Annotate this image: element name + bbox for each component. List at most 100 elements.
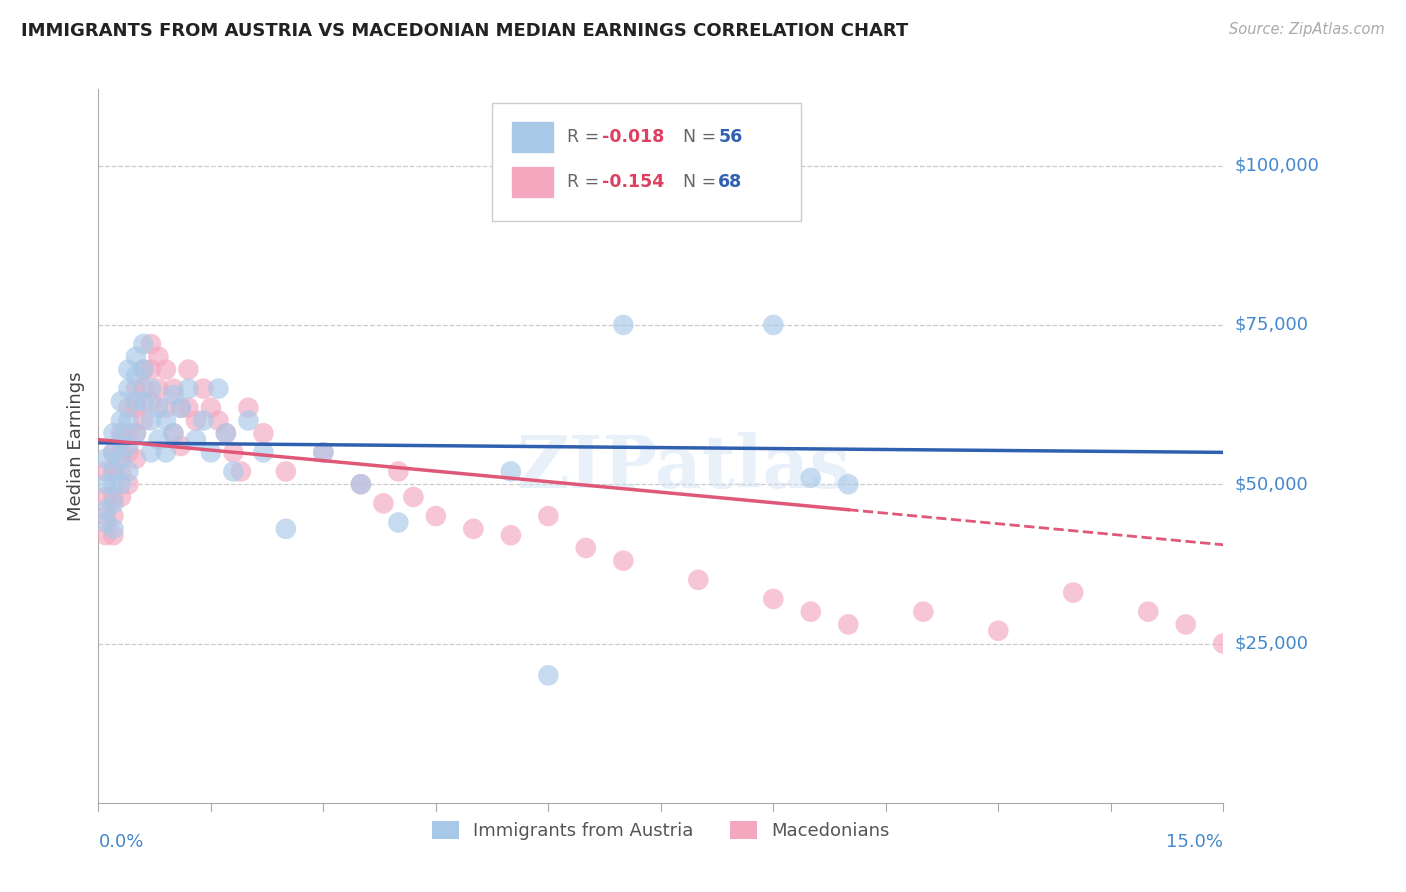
Point	[612, 318, 634, 332]
Point	[274, 465, 297, 479]
Point	[110, 445, 132, 459]
Point	[139, 337, 162, 351]
Point	[162, 426, 184, 441]
Point	[350, 477, 373, 491]
Point	[499, 528, 522, 542]
Point	[537, 668, 560, 682]
Point	[148, 382, 170, 396]
FancyBboxPatch shape	[512, 166, 554, 198]
Point	[155, 401, 177, 415]
Text: ZIPatlas: ZIPatlas	[516, 432, 851, 503]
Point	[103, 477, 125, 491]
Point	[373, 496, 395, 510]
Point	[425, 509, 447, 524]
Y-axis label: Median Earnings: Median Earnings	[66, 371, 84, 521]
Point	[94, 528, 117, 542]
Point	[207, 413, 229, 427]
Point	[312, 445, 335, 459]
Point	[537, 509, 560, 524]
Text: 68: 68	[718, 173, 742, 191]
Point	[170, 401, 193, 415]
Point	[1137, 605, 1160, 619]
Point	[155, 413, 177, 427]
Point	[110, 465, 132, 479]
Point	[800, 605, 823, 619]
Point	[155, 445, 177, 459]
Point	[110, 451, 132, 466]
Point	[184, 413, 207, 427]
Point	[125, 394, 148, 409]
Legend: Immigrants from Austria, Macedonians: Immigrants from Austria, Macedonians	[425, 814, 897, 847]
FancyBboxPatch shape	[512, 120, 554, 153]
Point	[499, 465, 522, 479]
Point	[117, 477, 139, 491]
Point	[103, 528, 125, 542]
Text: 56: 56	[718, 128, 742, 146]
Point	[103, 465, 125, 479]
FancyBboxPatch shape	[492, 103, 801, 221]
Point	[215, 426, 238, 441]
Point	[139, 382, 162, 396]
Point	[103, 509, 125, 524]
Point	[170, 439, 193, 453]
Point	[1212, 636, 1234, 650]
Point	[125, 368, 148, 383]
Point	[110, 477, 132, 491]
Point	[238, 401, 260, 415]
Point	[132, 382, 155, 396]
Point	[837, 617, 859, 632]
Point	[103, 426, 125, 441]
Point	[117, 382, 139, 396]
Point	[110, 490, 132, 504]
Point	[837, 477, 859, 491]
Point	[103, 522, 125, 536]
Point	[800, 471, 823, 485]
Point	[402, 490, 425, 504]
Point	[117, 401, 139, 415]
Point	[94, 477, 117, 491]
Point	[132, 337, 155, 351]
Point	[200, 445, 222, 459]
Point	[177, 401, 200, 415]
Point	[94, 509, 117, 524]
Point	[139, 413, 162, 427]
Point	[252, 426, 274, 441]
Point	[912, 605, 935, 619]
Point	[177, 382, 200, 396]
Point	[125, 401, 148, 415]
Text: $75,000: $75,000	[1234, 316, 1309, 334]
Point	[139, 362, 162, 376]
Point	[125, 382, 148, 396]
Point	[103, 490, 125, 504]
Point	[94, 516, 117, 530]
Point	[148, 433, 170, 447]
Text: N =: N =	[672, 128, 721, 146]
Point	[222, 465, 245, 479]
Text: R =: R =	[568, 128, 605, 146]
Point	[117, 426, 139, 441]
Point	[110, 433, 132, 447]
Point	[162, 382, 184, 396]
Text: -0.018: -0.018	[602, 128, 665, 146]
Point	[463, 522, 485, 536]
Point	[688, 573, 710, 587]
Point	[125, 350, 148, 364]
Point	[387, 516, 409, 530]
Point	[139, 394, 162, 409]
Point	[125, 451, 148, 466]
Point	[762, 318, 785, 332]
Point	[987, 624, 1010, 638]
Text: $25,000: $25,000	[1234, 634, 1309, 653]
Point	[117, 362, 139, 376]
Text: IMMIGRANTS FROM AUSTRIA VS MACEDONIAN MEDIAN EARNINGS CORRELATION CHART: IMMIGRANTS FROM AUSTRIA VS MACEDONIAN ME…	[21, 22, 908, 40]
Point	[350, 477, 373, 491]
Text: $100,000: $100,000	[1234, 157, 1319, 175]
Point	[193, 382, 215, 396]
Point	[148, 350, 170, 364]
Point	[94, 490, 117, 504]
Point	[762, 591, 785, 606]
Point	[110, 426, 132, 441]
Point	[312, 445, 335, 459]
Text: R =: R =	[568, 173, 605, 191]
Text: $50,000: $50,000	[1234, 475, 1308, 493]
